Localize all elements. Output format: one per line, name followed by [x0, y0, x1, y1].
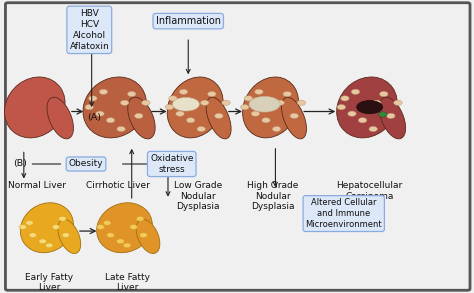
Circle shape — [89, 96, 97, 101]
Circle shape — [255, 89, 263, 94]
Circle shape — [19, 225, 27, 229]
Circle shape — [128, 91, 136, 97]
Ellipse shape — [97, 203, 152, 253]
Circle shape — [201, 100, 209, 105]
Circle shape — [103, 221, 111, 225]
Circle shape — [140, 233, 147, 238]
Circle shape — [351, 89, 360, 94]
Ellipse shape — [357, 100, 383, 114]
Circle shape — [387, 113, 395, 118]
Circle shape — [394, 100, 402, 105]
Ellipse shape — [243, 77, 299, 138]
Circle shape — [380, 91, 388, 97]
Circle shape — [283, 91, 292, 97]
Circle shape — [117, 126, 125, 132]
Text: Obesity: Obesity — [69, 159, 103, 168]
Text: Normal Liver: Normal Liver — [9, 181, 66, 190]
Circle shape — [179, 89, 188, 94]
Text: Inflammation: Inflammation — [156, 16, 221, 26]
Circle shape — [142, 100, 150, 105]
Ellipse shape — [83, 77, 146, 138]
Ellipse shape — [20, 203, 73, 253]
Ellipse shape — [167, 77, 223, 138]
Circle shape — [222, 100, 230, 105]
Ellipse shape — [47, 97, 73, 139]
Ellipse shape — [4, 77, 65, 138]
Circle shape — [197, 126, 205, 132]
Circle shape — [358, 117, 367, 123]
Circle shape — [244, 96, 253, 101]
Circle shape — [186, 117, 195, 123]
Circle shape — [297, 100, 306, 105]
Text: Late Fatty
Liver: Late Fatty Liver — [104, 273, 149, 292]
Circle shape — [46, 243, 53, 248]
Circle shape — [97, 225, 104, 229]
Circle shape — [85, 105, 93, 110]
Circle shape — [169, 96, 177, 101]
Circle shape — [208, 91, 216, 97]
Circle shape — [165, 105, 173, 110]
Text: Oxidative
stress: Oxidative stress — [150, 154, 193, 174]
Text: (A): (A) — [87, 113, 101, 122]
Circle shape — [135, 113, 143, 118]
Circle shape — [137, 217, 144, 221]
Circle shape — [215, 113, 223, 118]
Circle shape — [251, 111, 260, 116]
Ellipse shape — [282, 97, 307, 139]
Text: High Grade
Nodular
Dysplasia: High Grade Nodular Dysplasia — [247, 181, 299, 211]
Circle shape — [117, 239, 124, 243]
Circle shape — [99, 89, 108, 94]
Circle shape — [240, 105, 249, 110]
Ellipse shape — [136, 219, 160, 253]
Circle shape — [39, 239, 46, 243]
Circle shape — [106, 117, 115, 123]
Ellipse shape — [379, 97, 406, 139]
Text: Early Fatty
Liver: Early Fatty Liver — [25, 273, 73, 292]
Circle shape — [276, 100, 284, 105]
Text: Cirrhotic Liver: Cirrhotic Liver — [86, 181, 149, 190]
Text: Hepatocellular
Carcinoma: Hepatocellular Carcinoma — [337, 181, 403, 201]
Circle shape — [379, 112, 387, 117]
Circle shape — [341, 96, 349, 101]
Circle shape — [96, 111, 104, 116]
Circle shape — [130, 225, 137, 229]
Circle shape — [373, 100, 381, 105]
Circle shape — [369, 126, 377, 132]
Circle shape — [107, 233, 114, 238]
Circle shape — [52, 225, 60, 229]
Ellipse shape — [128, 97, 155, 139]
Ellipse shape — [173, 97, 200, 111]
Ellipse shape — [337, 77, 397, 138]
Circle shape — [348, 111, 356, 116]
Circle shape — [337, 105, 346, 110]
Circle shape — [176, 111, 184, 116]
Ellipse shape — [249, 96, 280, 112]
Circle shape — [62, 233, 70, 238]
Text: (B): (B) — [13, 159, 27, 168]
Text: Low Grade
Nodular
Dysplasia: Low Grade Nodular Dysplasia — [173, 181, 222, 211]
Circle shape — [273, 126, 281, 132]
Circle shape — [29, 233, 36, 238]
Circle shape — [290, 113, 299, 118]
Circle shape — [123, 243, 131, 248]
Circle shape — [59, 217, 66, 221]
Ellipse shape — [206, 97, 231, 139]
Text: HBV
HCV
Alcohol
Aflatoxin: HBV HCV Alcohol Aflatoxin — [69, 9, 109, 51]
FancyBboxPatch shape — [5, 3, 470, 290]
Ellipse shape — [58, 219, 81, 253]
Circle shape — [120, 100, 129, 105]
Circle shape — [26, 221, 33, 225]
Text: Altered Cellular
and Immune
Microenvironment: Altered Cellular and Immune Microenviron… — [305, 198, 382, 229]
Circle shape — [262, 117, 270, 123]
